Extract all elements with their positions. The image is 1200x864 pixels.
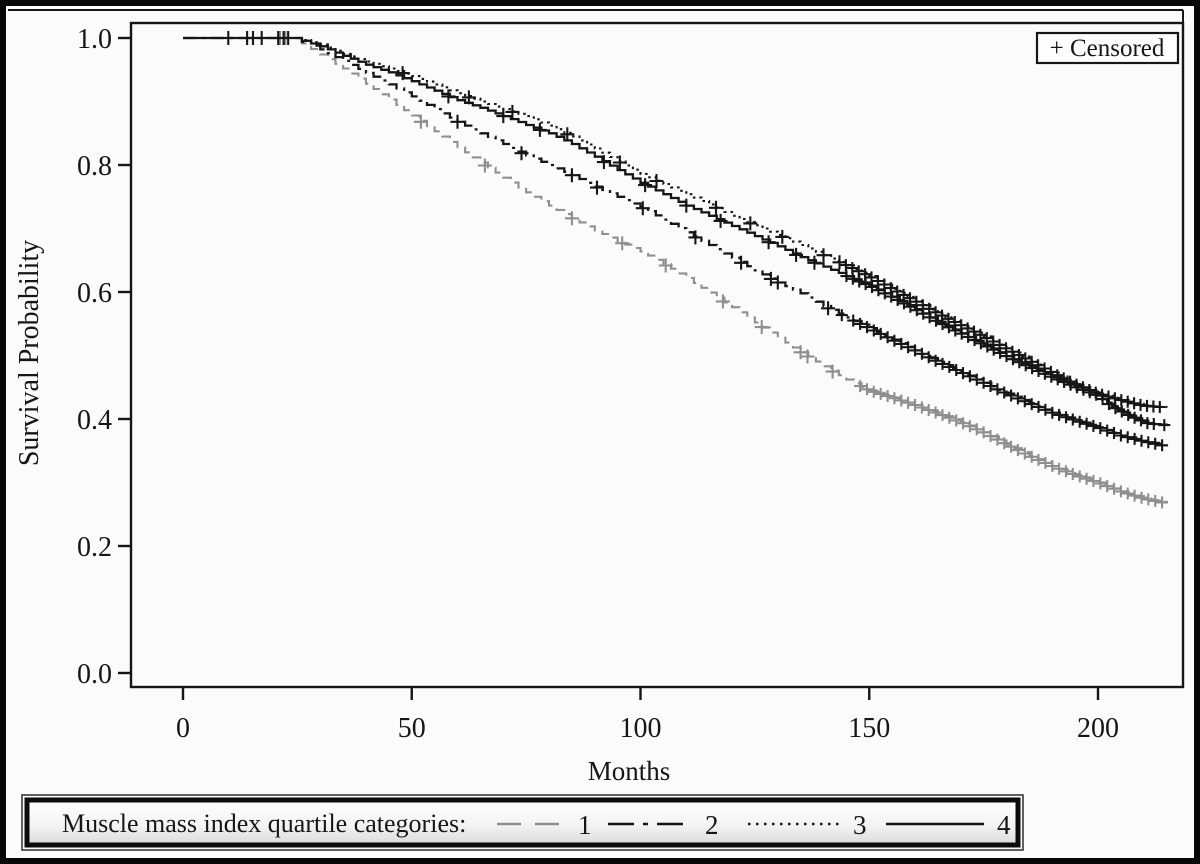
censored-legend-box: + Censored	[1035, 31, 1180, 65]
x-tick-label: 200	[1077, 713, 1119, 744]
x-tick-label: 50	[398, 713, 426, 744]
y-tick-label: 1.0	[77, 24, 112, 55]
y-tick-label: 0.8	[77, 151, 112, 182]
x-axis-title: Months	[588, 756, 671, 786]
legend-border	[24, 797, 1021, 848]
legend-samples: 1 2 3 4	[497, 810, 1011, 840]
y-axis-title: Survival Probability	[14, 240, 45, 466]
axes: 1.0 0.8 0.6 0.4 0.2 0.0 0 50 100 150 200	[77, 24, 1119, 744]
x-tick-label: 100	[620, 713, 662, 744]
curve-quartile-2	[183, 36, 1168, 447]
y-tick-label: 0.2	[77, 532, 112, 563]
curve-quartile-1	[183, 36, 1168, 504]
y-tick-label: 0.6	[77, 278, 112, 309]
x-tick-label: 0	[176, 713, 190, 744]
censored-legend-border	[1035, 31, 1180, 65]
legend-label-4: 4	[997, 810, 1011, 840]
legend-label-2: 2	[705, 810, 719, 840]
y-tick-label: 0.4	[77, 405, 112, 436]
censor-marks-quartile-4	[221, 31, 1171, 432]
legend-label-3: 3	[853, 810, 867, 840]
survival-curves	[183, 31, 1171, 509]
legend-title: Muscle mass index quartile categories:	[62, 809, 466, 838]
plot-frame	[129, 21, 1185, 689]
censor-marks-quartile-2	[254, 31, 1169, 452]
y-tick-label: 0.0	[77, 659, 112, 690]
x-tick-label: 150	[848, 713, 890, 744]
legend-outer-outline	[21, 794, 1024, 851]
censored-legend-text: + Censored	[1050, 35, 1165, 62]
legend-box: Muscle mass index quartile categories: 1…	[21, 794, 1024, 851]
legend-label-1: 1	[578, 810, 592, 840]
censor-marks-quartile-1	[273, 31, 1169, 509]
